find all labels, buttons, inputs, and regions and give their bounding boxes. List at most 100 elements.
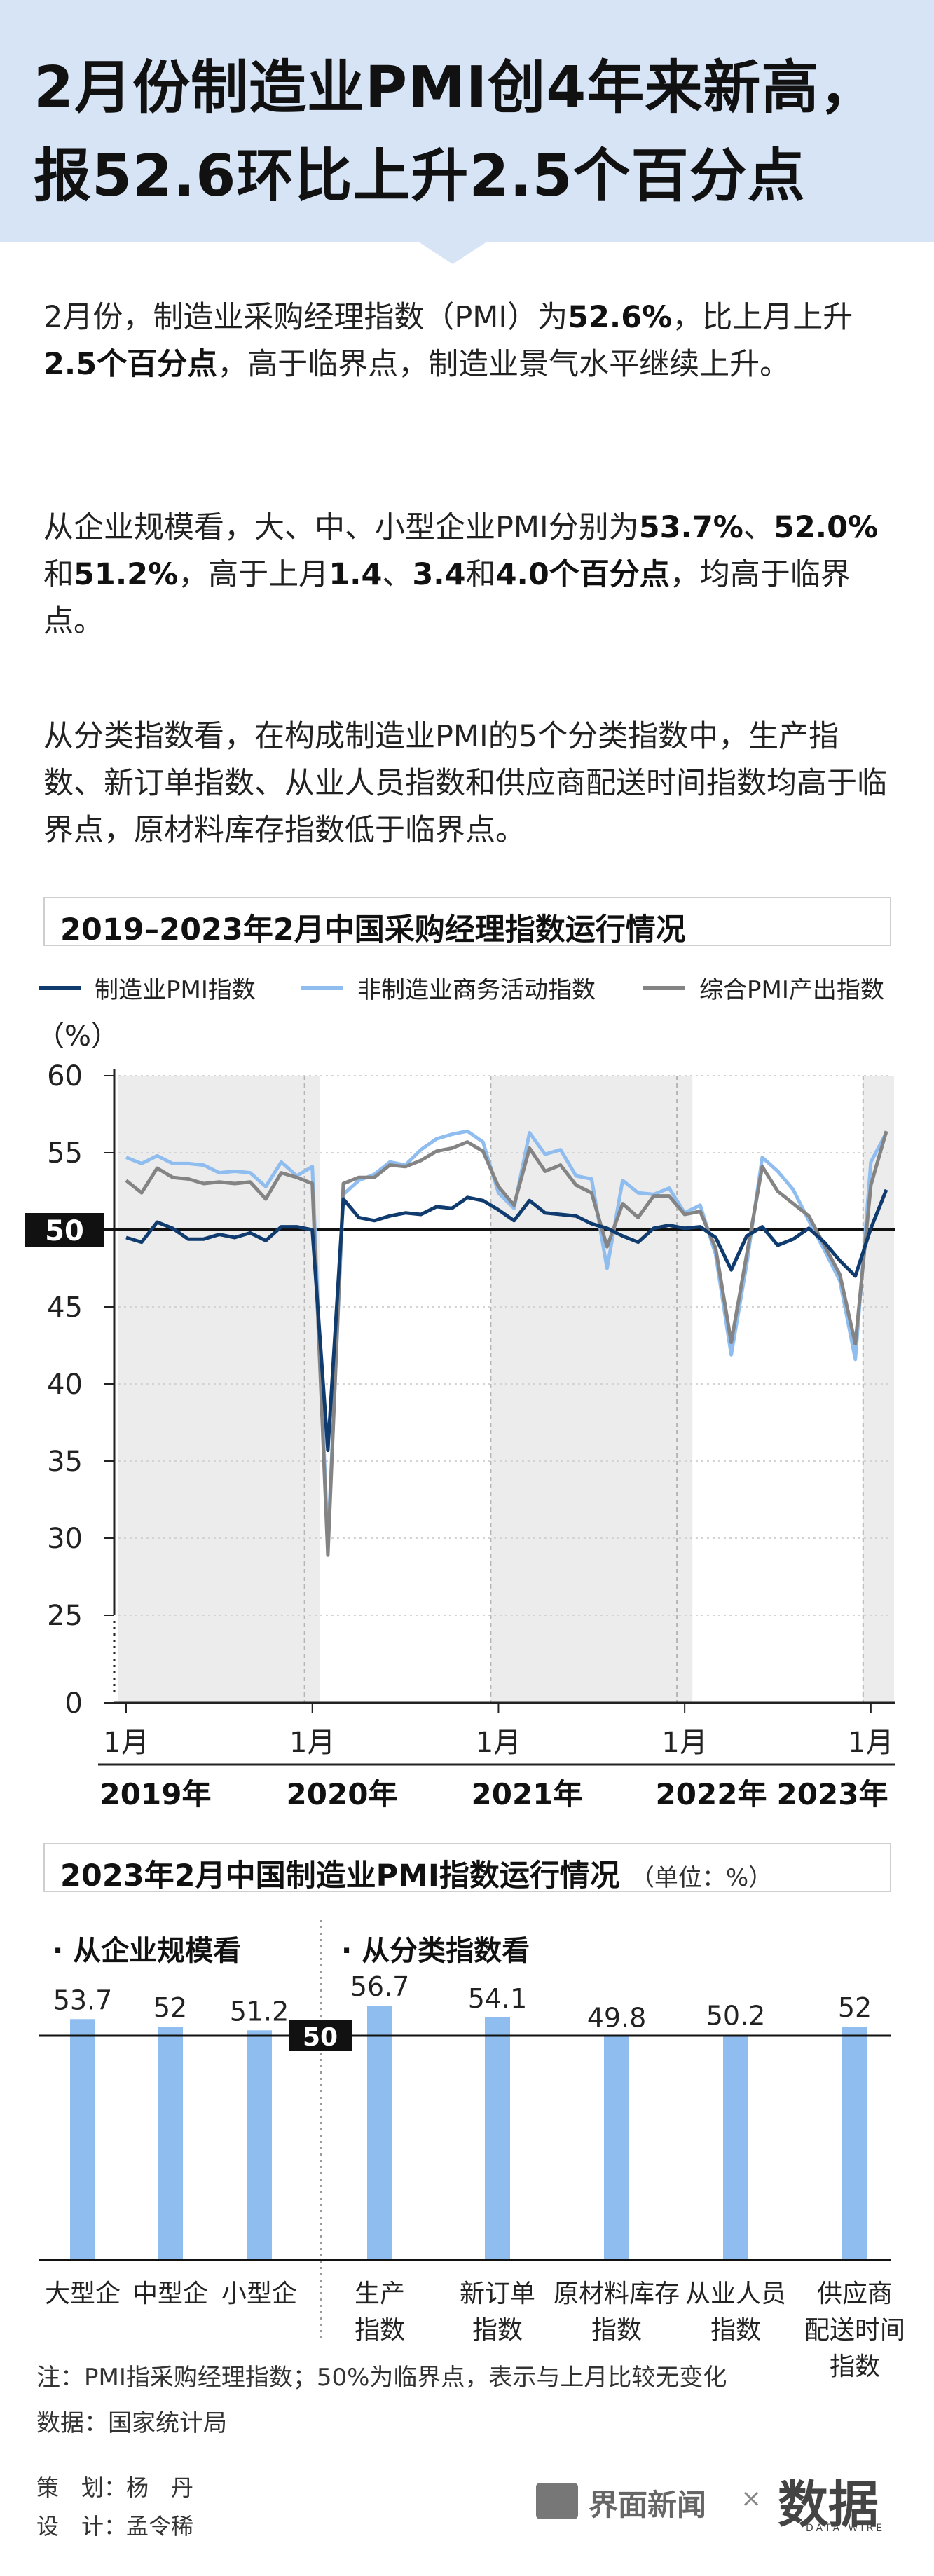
pmi-bar [842, 2027, 867, 2260]
bar-category-label: 新订单 [460, 2280, 535, 2308]
bar-value-label: 56.7 [350, 1971, 410, 2002]
paragraph-segment: ，均高于临界点。 [43, 557, 851, 639]
paragraph-segment: 和 [465, 557, 496, 592]
legend-swatch-non-manufacturing [301, 986, 343, 990]
legend-label-manufacturing: 制造业PMI指数 [95, 976, 256, 1004]
bar-threshold-badge [289, 2020, 352, 2051]
paragraph-segment: 、 [382, 557, 413, 592]
x-tick-label: 1月 [476, 1727, 521, 1759]
x-tick-label: 1月 [661, 1727, 707, 1759]
pmi-bar [367, 2006, 392, 2260]
paragraph-segment: 52.0% [773, 510, 879, 545]
bar-category-label: 指数 [355, 2316, 405, 2345]
credit-planner: 策 划：杨 丹 [36, 2474, 194, 2501]
paragraph-segment: 1.4 [329, 557, 383, 592]
chart2-title: 2023年2月中国制造业PMI指数运行情况 [60, 1858, 620, 1893]
bar-category-label: 指数 [830, 2352, 880, 2381]
paragraph-overall: 2月份，制造业采购经理指数（PMI）为52.6%，比上月上升 2.5个百分点，高于… [43, 294, 898, 388]
paragraph-segment: 2.5个百分点 [43, 347, 218, 382]
chart1-title: 2019–2023年2月中国采购经理指数运行情况 [60, 912, 686, 947]
paragraph-segment: 从分类指数看，在构成制造业PMI的5个分类指数中，生产指数、新订单指数、从业人员… [43, 719, 887, 848]
pmi-bar [723, 2034, 748, 2260]
year-band [863, 1076, 895, 1703]
brand-separator: × [741, 2484, 762, 2513]
paragraph-segment: ，高于临界点，制造业景气水平继续上升。 [217, 347, 790, 382]
chart2-title-wrap: 2023年2月中国制造业PMI指数运行情况 （单位：%） [60, 1851, 772, 1895]
chart1-title-box: 2019–2023年2月中国采购经理指数运行情况 [43, 897, 891, 947]
bar-category-label: 配送时间 [804, 2316, 905, 2345]
pmi-bar [70, 2019, 95, 2260]
pmi-bar [485, 2017, 510, 2260]
paragraph-segment: ，比上月上升 [672, 300, 853, 335]
group-title-by-subindex: · 从分类指数看 [341, 1935, 530, 1967]
y-axis-unit: （%） [36, 1020, 119, 1053]
year-band [118, 1076, 320, 1703]
page-title-line-1: 2月份制造业PMI创4年来新高， [34, 55, 878, 121]
bar-value-label: 52 [153, 1992, 187, 2023]
header-banner: 2月份制造业PMI创4年来新高， 报52.6环比上升2.5个百分点 [0, 0, 934, 242]
threshold-badge [25, 1213, 104, 1247]
bar-value-label: 51.2 [230, 1996, 289, 2027]
legend-label-composite: 综合PMI产出指数 [699, 976, 884, 1004]
bar-threshold-label: 50 [303, 2023, 338, 2052]
x-year-label: 2021年 [472, 1777, 583, 1811]
y-tick-label: 60 [47, 1060, 83, 1092]
series-line-manufacturing [125, 1188, 888, 1453]
pmi-bar [247, 2030, 272, 2260]
bar-category-label: 供应商 [817, 2280, 893, 2308]
bar-category-label: 指数 [472, 2316, 523, 2345]
paragraph-segment: 51.2% [74, 557, 179, 592]
y-tick-label: 0 [65, 1687, 83, 1720]
series-line-composite [125, 1130, 888, 1557]
bar-category-label: 从业人员 [685, 2280, 786, 2308]
y-tick-label: 30 [47, 1523, 83, 1555]
paragraph-segment: 从企业规模看，大、中、小型企业PMI分别为 [43, 510, 639, 545]
pmi-bar [604, 2036, 629, 2260]
y-tick-label: 25 [47, 1600, 83, 1632]
paragraph-segment: 52.6% [568, 300, 673, 335]
legend-swatch-composite [643, 986, 685, 990]
x-tick-label: 1月 [289, 1727, 335, 1759]
paragraph-by-subindex: 从分类指数看，在构成制造业PMI的5个分类指数中，生产指数、新订单指数、从业人员… [43, 713, 898, 854]
paragraph-segment: 、 [743, 510, 774, 545]
pmi-bar [158, 2027, 183, 2260]
y-tick-label: 40 [47, 1369, 83, 1401]
legend-swatch-manufacturing [39, 986, 81, 990]
chart1-legend: 制造业PMI指数 非制造业商务活动指数 综合PMI产出指数 [0, 971, 934, 1006]
brand-datawire-sub: DATA WIRE [806, 2523, 886, 2534]
brand-jiemian-name: 界面新闻 [589, 2488, 707, 2522]
y-tick-label: 55 [47, 1137, 83, 1170]
bar-value-label: 54.1 [468, 1983, 528, 2014]
paragraph-by-size: 从企业规模看，大、中、小型企业PMI分别为53.7%、52.0%和51.2%，高… [43, 505, 898, 645]
header-pointer [416, 240, 489, 264]
footnote: 注：PMI指采购经理指数；50%为临界点，表示与上月比较无变化 [36, 2364, 727, 2392]
y-tick-label: 35 [47, 1446, 83, 1478]
jiemian-logo-icon [536, 2483, 578, 2519]
bar-category-label: 大型企 [45, 2280, 121, 2308]
bar-category-label: 中型企 [132, 2280, 208, 2308]
x-tick-label: 1月 [103, 1727, 149, 1759]
group-title-by-size: · 从企业规模看 [53, 1935, 241, 1967]
credit-designer: 设 计：孟令稀 [36, 2513, 194, 2540]
bar-value-label: 53.7 [53, 1985, 113, 2015]
x-year-label: 2023年 [777, 1777, 888, 1811]
x-year-label: 2019年 [100, 1777, 212, 1811]
paragraph-segment: 53.7% [638, 510, 743, 545]
paragraph-segment: ，高于上月 [178, 557, 329, 592]
x-tick-label: 1月 [848, 1727, 893, 1759]
bar-category-label: 生产 [355, 2280, 405, 2308]
bar-category-label: 小型企 [221, 2280, 297, 2308]
legend-label-non-manufacturing: 非制造业商务活动指数 [357, 976, 596, 1004]
bar-value-label: 50.2 [706, 2001, 766, 2032]
bar-value-label: 52 [838, 1992, 872, 2023]
brand-datawire-logo: 数据 [778, 2474, 879, 2534]
paragraph-segment: 和 [43, 557, 74, 592]
bar-category-label: 指数 [710, 2316, 761, 2345]
x-year-label: 2022年 [656, 1777, 767, 1811]
paragraph-segment: 2月份，制造业采购经理指数（PMI）为 [43, 300, 568, 335]
chart2-title-box: 2023年2月中国制造业PMI指数运行情况 （单位：%） [43, 1843, 891, 1895]
bar-category-label: 原材料库存 [554, 2280, 680, 2308]
page-title-line-2: 报52.6环比上升2.5个百分点 [34, 143, 806, 210]
threshold-label: 50 [45, 1215, 84, 1247]
